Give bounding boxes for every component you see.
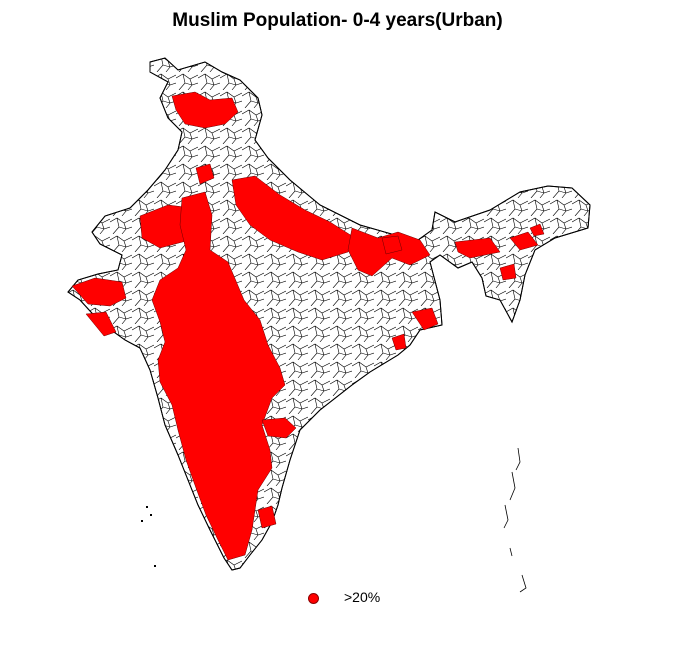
district-region-tn [257, 505, 277, 529]
district-region-gujarat [71, 277, 127, 307]
india-outline [67, 57, 591, 571]
district-region-assam-1 [454, 237, 501, 259]
legend-swatch-icon [308, 593, 319, 604]
district-region-jammu-kashmir [171, 91, 239, 129]
district-region-wb-north [381, 235, 403, 255]
district-region-assam-2 [509, 231, 539, 251]
highlighted-districts [71, 91, 545, 561]
district-region-odisha [391, 333, 407, 351]
district-region-gujarat-south [85, 311, 117, 337]
lakshadweep-islands [141, 506, 156, 567]
andaman-islands [503, 447, 527, 593]
district-region-telangana [261, 417, 297, 439]
district-region-tripura [499, 263, 517, 281]
district-region-punjab [195, 163, 215, 185]
district-region-west-bengal [411, 307, 439, 331]
map-title: Muslim Population- 0-4 years(Urban) [172, 10, 503, 31]
district-region-ne-top [529, 223, 545, 237]
legend: >20% [300, 588, 420, 610]
legend-label: >20% [344, 589, 381, 605]
district-region-up [231, 175, 353, 261]
district-region-central [151, 191, 286, 561]
